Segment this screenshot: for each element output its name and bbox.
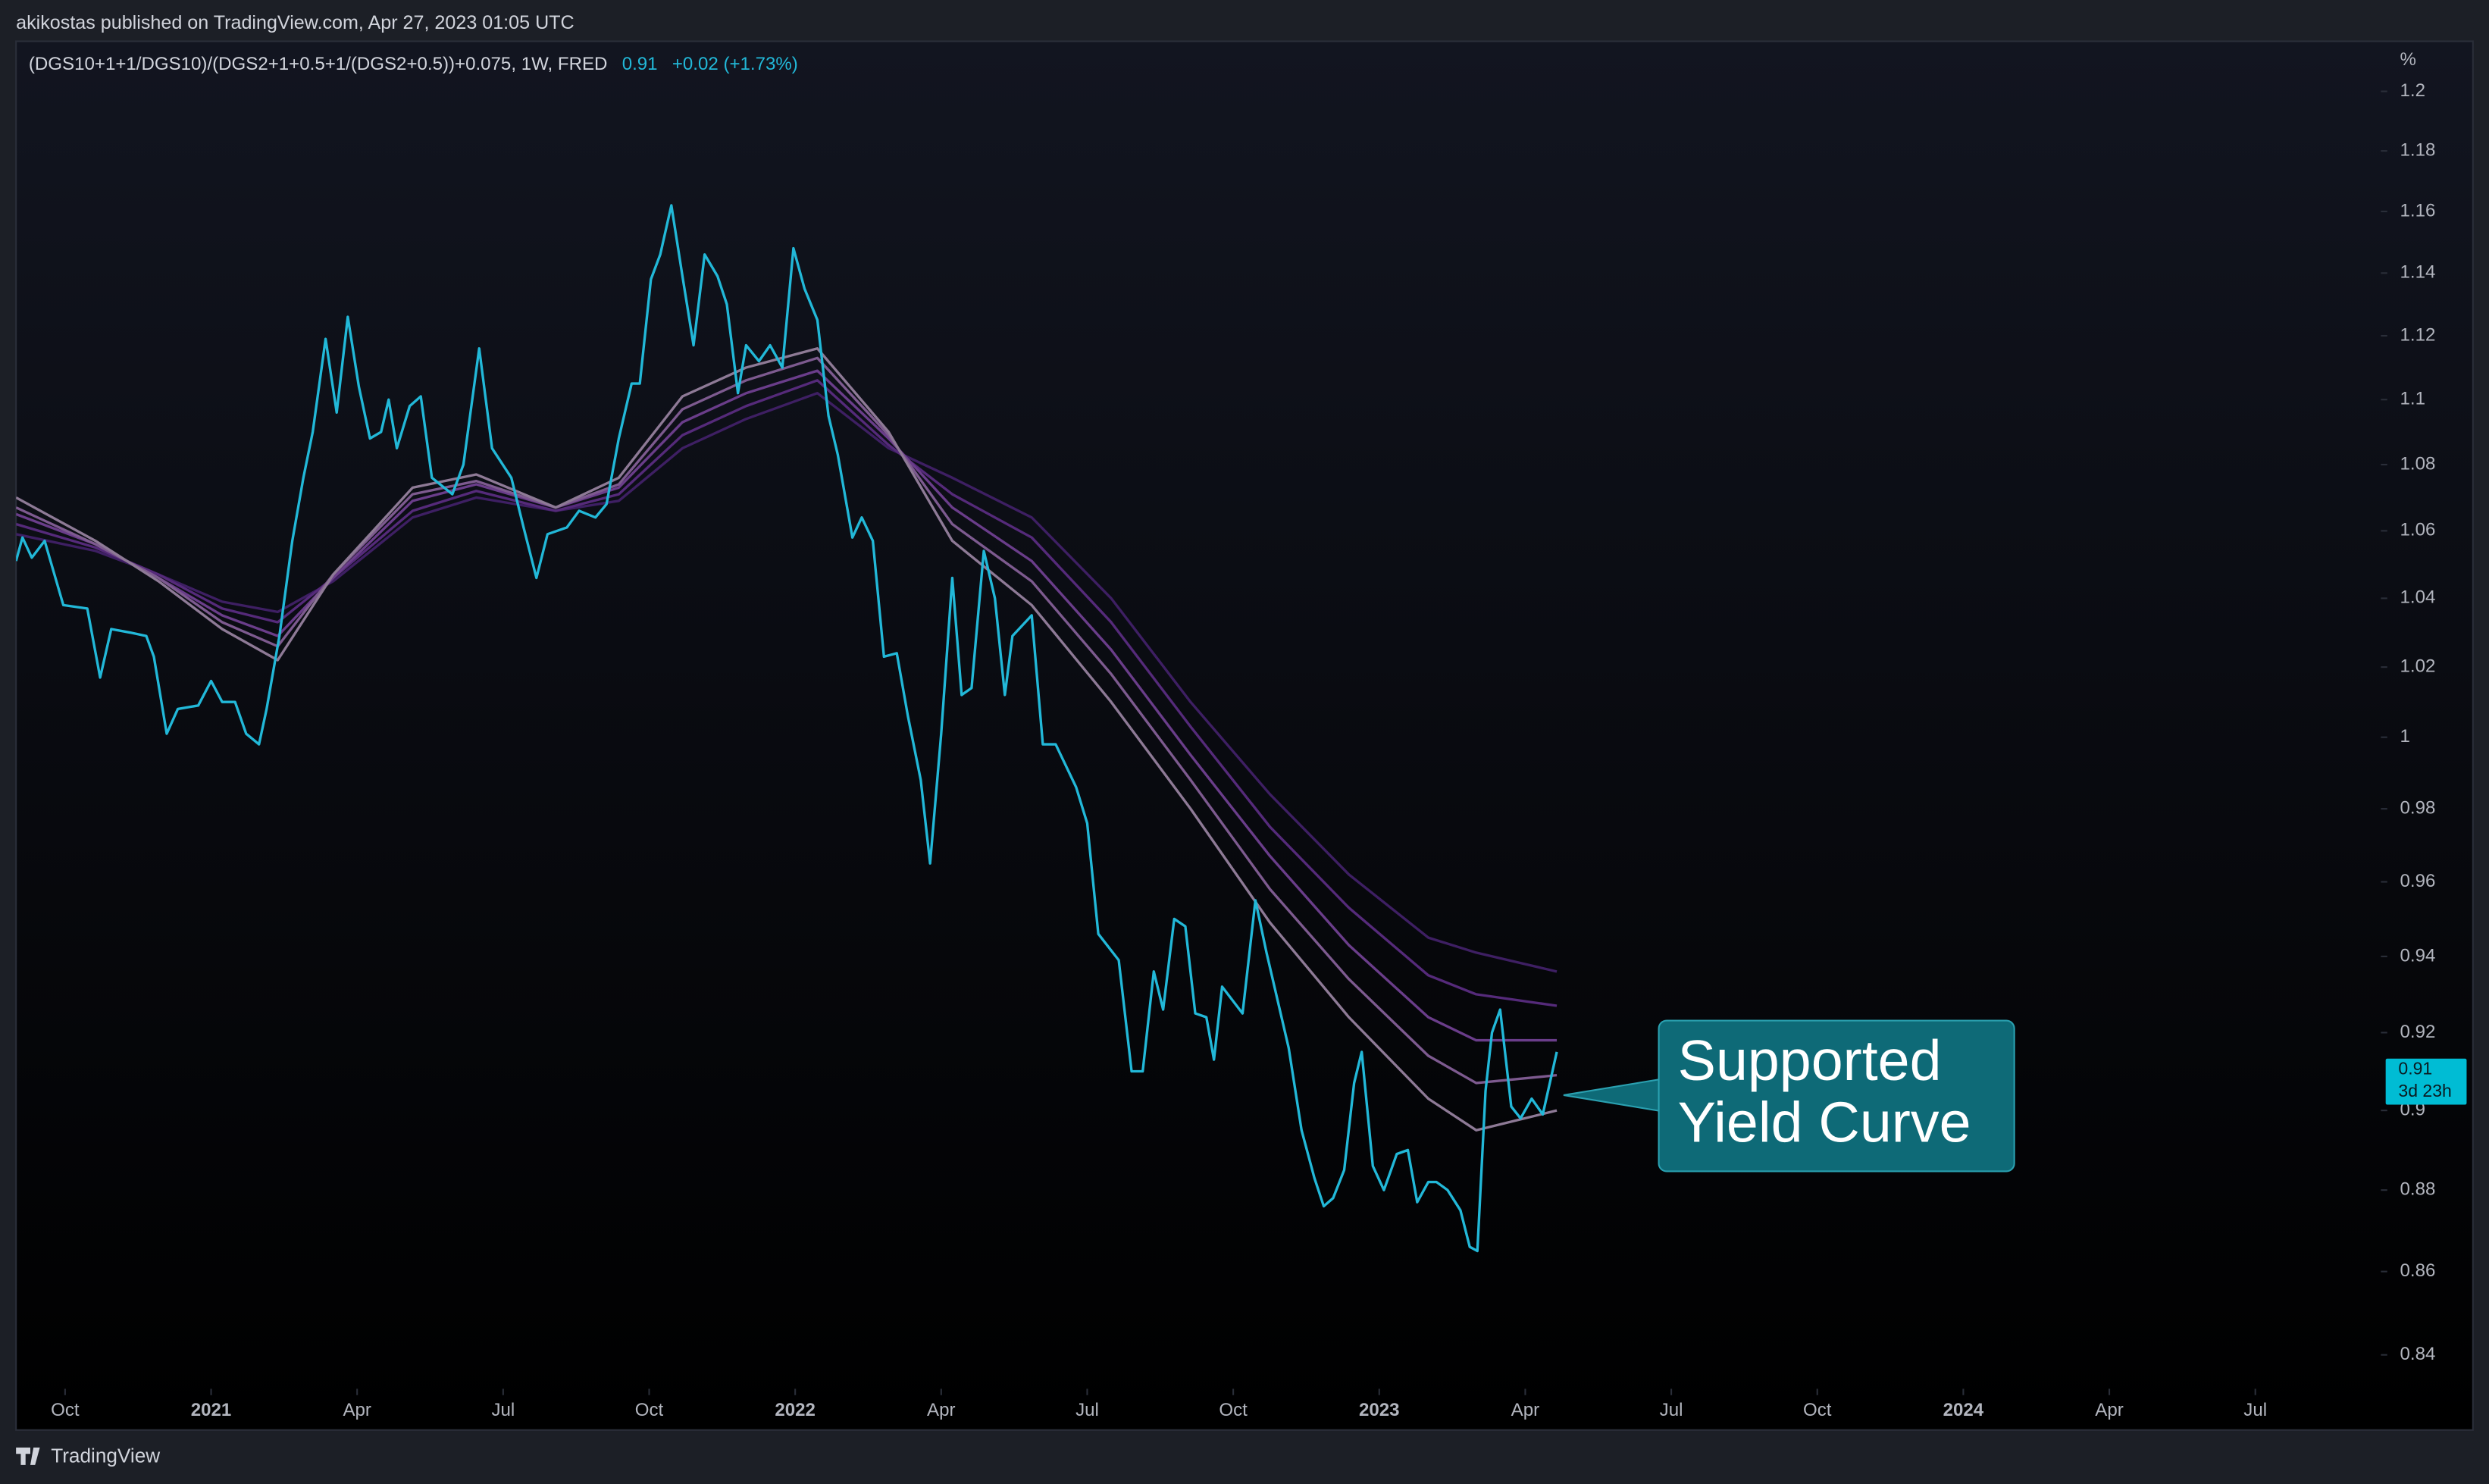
x-tick-label: Oct — [1219, 1400, 1248, 1420]
y-tick-label: 0.94 — [2400, 945, 2436, 966]
y-tick-label: 0.84 — [2400, 1344, 2436, 1364]
callout: Supported Yield Curve — [1563, 1019, 2015, 1172]
y-tick-label: 1.18 — [2400, 139, 2436, 160]
y-tick-label: 0.96 — [2400, 871, 2436, 891]
legend-symbol: (DGS10+1+1/DGS10)/(DGS2+1+0.5+1/(DGS2+0.… — [29, 54, 608, 74]
x-tick-label: 2021 — [191, 1400, 232, 1420]
y-tick-label: 1 — [2400, 726, 2410, 747]
price-tag — [2385, 1058, 2467, 1105]
y-tick-label: 0.92 — [2400, 1022, 2436, 1042]
legend-last: 0.91 — [622, 54, 658, 74]
y-tick-label: 0.86 — [2400, 1260, 2436, 1281]
x-tick-label: Oct — [635, 1400, 664, 1420]
y-tick-label: 1.16 — [2400, 200, 2436, 221]
y-tick-label: 0.88 — [2400, 1179, 2436, 1200]
x-tick-label: Jul — [2243, 1400, 2267, 1420]
x-tick-label: Oct — [51, 1400, 80, 1420]
legend-change: +0.02 (+1.73%) — [672, 54, 798, 74]
y-tick-label: 1.02 — [2400, 656, 2436, 677]
chart-pane — [15, 40, 2474, 1431]
axes: 0.840.860.880.90.920.940.960.9811.021.04… — [51, 80, 2467, 1420]
x-tick-label: Apr — [927, 1400, 955, 1420]
x-tick-label: Jul — [491, 1400, 515, 1420]
y-tick-label: 1.12 — [2400, 324, 2436, 345]
series-line — [16, 356, 1558, 1085]
callout-line: Supported — [1678, 1028, 1942, 1092]
price-tag-countdown: 3d 23h — [2398, 1081, 2451, 1100]
legend: (DGS10+1+1/DGS10)/(DGS2+1+0.5+1/(DGS2+0.… — [29, 54, 798, 74]
series-line — [16, 369, 1558, 1042]
footer: TradingView — [16, 1444, 160, 1467]
footer-brand: TradingView — [51, 1444, 160, 1467]
y-tick-label: 1.08 — [2400, 453, 2436, 474]
x-tick-label: 2022 — [775, 1400, 816, 1420]
callout-line: Yield Curve — [1678, 1091, 1971, 1154]
series-line — [16, 392, 1558, 973]
y-unit: % — [2400, 49, 2416, 70]
series-line — [16, 347, 1558, 1132]
y-tick-label: 1.06 — [2400, 520, 2436, 540]
x-tick-label: 2023 — [1359, 1400, 1400, 1420]
x-tick-label: Jul — [1660, 1400, 1683, 1420]
y-tick-label: 1.14 — [2400, 262, 2436, 283]
x-tick-label: Oct — [1803, 1400, 1832, 1420]
x-tick-label: Apr — [1511, 1400, 1539, 1420]
y-tick-label: 1.04 — [2400, 587, 2436, 608]
callout-box — [1658, 1019, 2015, 1172]
series-line — [16, 204, 1558, 1253]
x-tick-label: Apr — [343, 1400, 371, 1420]
logo — [16, 1447, 40, 1465]
y-tick-label: 1.2 — [2400, 80, 2425, 101]
price-tag-label: 0.91 — [2398, 1058, 2432, 1078]
x-tick-label: 2024 — [1943, 1400, 1984, 1420]
series-line — [16, 379, 1558, 1007]
publisher-line: akikostas published on TradingView.com, … — [16, 12, 575, 33]
x-tick-label: Apr — [2095, 1400, 2123, 1420]
plot-area — [16, 204, 1558, 1253]
y-tick-label: 1.1 — [2400, 389, 2425, 409]
x-tick-label: Jul — [1075, 1400, 1099, 1420]
y-tick-label: 0.98 — [2400, 797, 2436, 818]
